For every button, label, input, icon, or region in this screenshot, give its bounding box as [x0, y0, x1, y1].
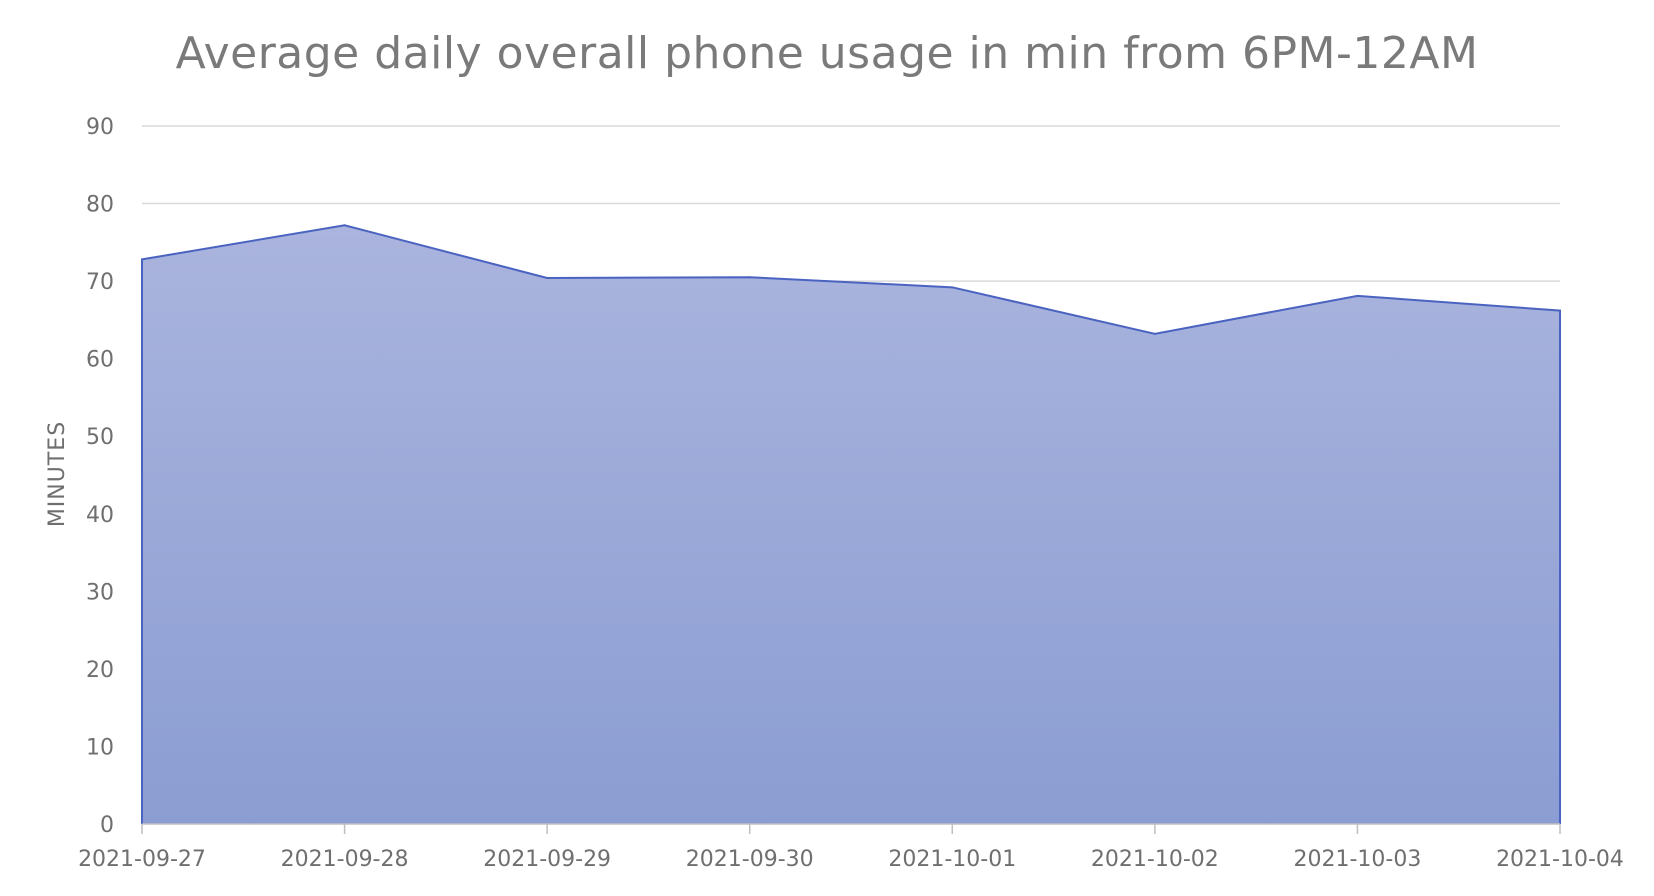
data-point — [1356, 294, 1359, 297]
y-tick-label: 60 — [86, 348, 114, 373]
x-tick-labels: 2021-09-27 2021-09-28 2021-09-29 2021-09-30… — [78, 847, 1624, 872]
x-tick-label: 2021-10-02 — [1091, 847, 1219, 872]
y-tick-label: 40 — [86, 503, 114, 528]
y-tick-label: 20 — [86, 658, 114, 683]
y-tick-label: 70 — [86, 270, 114, 295]
x-tick-label: 2021-10-04 — [1496, 847, 1624, 872]
area-outline — [141, 224, 1561, 824]
data-point — [1559, 309, 1561, 312]
y-axis-title: MINUTES — [45, 421, 70, 527]
y-tick-label: 50 — [86, 425, 114, 450]
x-tick-label: 2021-10-01 — [888, 847, 1016, 872]
axes — [141, 823, 1561, 834]
y-tick-label: 0 — [100, 813, 114, 838]
y-tick-label: 80 — [86, 193, 114, 218]
data-point — [951, 286, 954, 289]
y-tick-label: 30 — [86, 580, 114, 605]
y-tick-label: 10 — [86, 735, 114, 760]
area-series — [141, 224, 1561, 824]
data-point — [141, 258, 143, 261]
x-tick-label: 2021-09-29 — [483, 847, 611, 872]
y-tick-label: 90 — [86, 115, 114, 140]
data-point — [748, 276, 751, 279]
data-point — [546, 277, 549, 280]
x-tick-label: 2021-09-30 — [686, 847, 814, 872]
x-tick-label: 2021-09-27 — [78, 847, 206, 872]
y-tick-labels: 0 10 20 30 40 50 60 70 80 90 — [86, 115, 114, 838]
data-point — [1153, 332, 1156, 335]
x-tick-label: 2021-09-28 — [281, 847, 409, 872]
area-fill — [142, 225, 1560, 824]
data-point — [343, 224, 346, 227]
x-tick-label: 2021-10-03 — [1293, 847, 1421, 872]
chart-title: Average daily overall phone usage in min… — [175, 28, 1479, 79]
